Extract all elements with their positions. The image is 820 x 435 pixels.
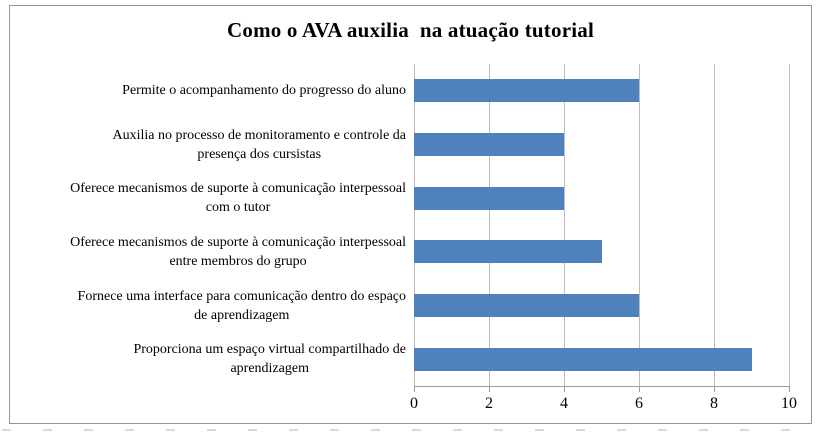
x-axis-tick-label: 0: [410, 395, 418, 412]
gridline: [789, 64, 790, 386]
bar-track: [414, 225, 790, 279]
bar-track: [414, 332, 790, 386]
chart-row: Proporciona um espaço virtual compartilh…: [18, 332, 790, 386]
category-label: Fornece uma interface para comunicação d…: [18, 287, 414, 325]
bar: [414, 294, 639, 318]
x-axis-tick-label: 10: [781, 395, 797, 412]
gridline: [564, 64, 565, 386]
bar-track: [414, 64, 790, 118]
gridline: [714, 64, 715, 386]
x-axis-line: [414, 386, 790, 387]
chart-row: Auxilia no processo de monitoramento e c…: [18, 118, 790, 172]
x-axis-tick-label: 8: [710, 395, 718, 412]
gridline: [414, 64, 415, 386]
x-axis-tick-label: 6: [635, 395, 643, 412]
x-axis-tick-label: 2: [485, 395, 493, 412]
category-label-text: Oferece mecanismos de suporte à comunica…: [70, 234, 406, 269]
plot-area: [414, 64, 790, 386]
category-label: Oferece mecanismos de suporte à comunica…: [18, 233, 414, 271]
chart-row: Oferece mecanismos de suporte à comunica…: [18, 225, 790, 279]
category-label: Oferece mecanismos de suporte à comunica…: [18, 179, 414, 217]
bar-track: [414, 171, 790, 225]
x-axis-tick-label: 4: [560, 395, 568, 412]
chart-row: Fornece uma interface para comunicação d…: [18, 279, 790, 333]
category-label-text: Permite o acompanhamento do progresso do…: [122, 83, 406, 99]
category-label: Proporciona um espaço virtual compartilh…: [18, 340, 414, 378]
bar: [414, 79, 639, 103]
page-artifact-dashes: [2, 429, 818, 431]
chart-row: Permite o acompanhamento do progresso do…: [18, 64, 790, 118]
x-axis-tick-mark: [789, 386, 790, 392]
bar: [414, 186, 564, 210]
x-axis-tick-mark: [489, 386, 490, 392]
category-rows: Permite o acompanhamento do progresso do…: [18, 64, 790, 386]
bar: [414, 347, 752, 371]
bar-track: [414, 118, 790, 172]
gridline: [639, 64, 640, 386]
x-axis-tick-mark: [639, 386, 640, 392]
bar: [414, 240, 602, 264]
bar-track: [414, 279, 790, 333]
bar: [414, 133, 564, 156]
category-label-text: Proporciona um espaço virtual compartilh…: [133, 342, 406, 377]
chart-row: Oferece mecanismos de suporte à comunica…: [18, 171, 790, 225]
category-label: Auxilia no processo de monitoramento e c…: [18, 126, 414, 164]
x-axis-tick-labels: 0 2 4 6 8 10: [10, 395, 811, 415]
category-label: Permite o acompanhamento do progresso do…: [18, 81, 414, 100]
gridline: [489, 64, 490, 386]
chart-container: Como o AVA auxilia na atuação tutorial P…: [9, 5, 812, 424]
category-label-text: Auxilia no processo de monitoramento e c…: [112, 127, 406, 162]
chart-title: Como o AVA auxilia na atuação tutorial: [227, 18, 594, 42]
category-label-text: Fornece uma interface para comunicação d…: [77, 288, 406, 323]
x-axis-tick-mark: [564, 386, 565, 392]
x-axis-tick-mark: [414, 386, 415, 392]
category-label-text: Oferece mecanismos de suporte à comunica…: [70, 181, 406, 216]
x-axis-tick-mark: [714, 386, 715, 392]
